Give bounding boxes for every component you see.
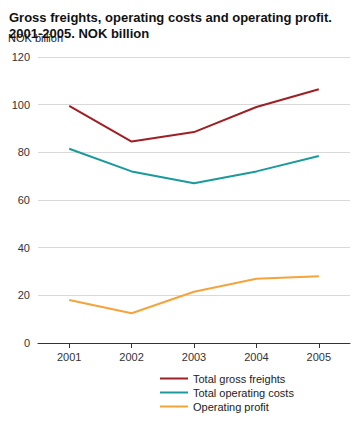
- svg-text:Operating profit: Operating profit: [193, 401, 269, 413]
- svg-text:20: 20: [18, 289, 30, 301]
- svg-text:Total gross freights: Total gross freights: [193, 373, 286, 385]
- svg-text:0: 0: [24, 337, 30, 349]
- svg-text:100: 100: [12, 99, 30, 111]
- svg-text:120: 120: [12, 51, 30, 63]
- svg-text:40: 40: [18, 242, 30, 254]
- svg-text:80: 80: [18, 146, 30, 158]
- svg-text:60: 60: [18, 194, 30, 206]
- svg-text:2005: 2005: [307, 351, 331, 363]
- svg-text:Total operating costs: Total operating costs: [193, 387, 294, 399]
- svg-text:2003: 2003: [182, 351, 206, 363]
- svg-text:2004: 2004: [244, 351, 268, 363]
- svg-text:2001: 2001: [57, 351, 81, 363]
- svg-text:2002: 2002: [119, 351, 143, 363]
- svg-text:Gross freights, operating cost: Gross freights, operating costs and oper…: [9, 10, 335, 25]
- svg-text:2001-2005. NOK billion: 2001-2005. NOK billion: [9, 26, 149, 41]
